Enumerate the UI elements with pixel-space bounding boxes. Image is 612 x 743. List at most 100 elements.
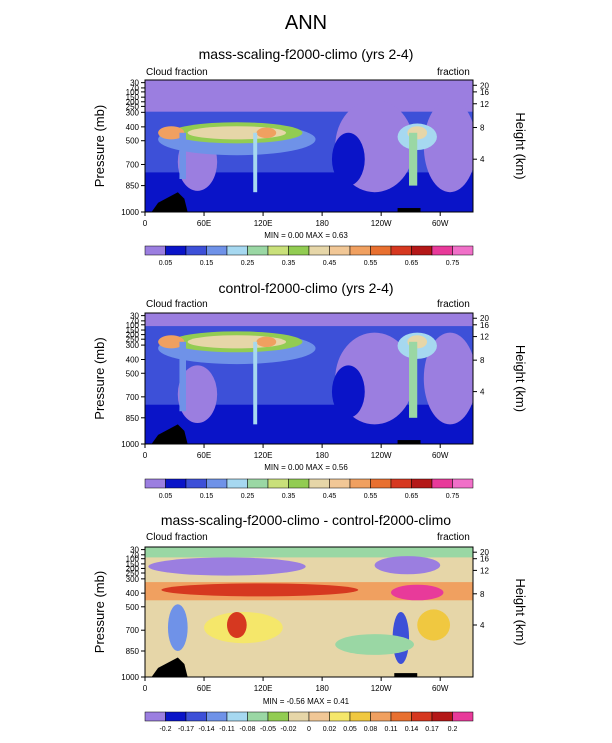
y-tick-label: 70 <box>130 317 139 326</box>
colorbar-swatch <box>247 711 269 722</box>
y-tick-label: 300 <box>126 108 140 117</box>
colorbar-swatch <box>308 711 330 722</box>
right-label: fraction <box>437 299 470 310</box>
y-tick-label: 700 <box>126 393 140 402</box>
contour-region <box>253 132 258 193</box>
contour-region <box>391 584 444 601</box>
y-tick-label: 850 <box>126 182 140 191</box>
y2-tick-label: 16 <box>480 555 489 564</box>
colorbar-swatch <box>370 711 392 722</box>
colorbar-label: 0.02 <box>323 726 337 733</box>
y-tick-label: 30 <box>130 79 139 88</box>
contour-region <box>179 341 186 412</box>
contour-region <box>145 80 473 112</box>
colorbar-label: 0.45 <box>323 493 337 500</box>
x-tick-label: 60E <box>197 451 211 460</box>
y2-tick-label: 8 <box>480 356 485 365</box>
y2-tick-label: 20 <box>480 314 489 323</box>
contour-region <box>148 557 306 576</box>
contour-region <box>179 132 186 179</box>
y2-tick-label: 4 <box>480 621 485 630</box>
colorbar-label: 0 <box>307 726 311 733</box>
y-tick-label: 200 <box>126 564 140 573</box>
y-tick-label: 250 <box>126 102 140 111</box>
x-tick-label: 0 <box>143 451 148 460</box>
contour-region <box>409 341 418 418</box>
colorbar-swatch <box>411 711 433 722</box>
y2-tick-label: 8 <box>480 124 485 133</box>
topography <box>151 424 188 444</box>
colorbar-label: 0.08 <box>364 726 378 733</box>
contour-field <box>145 313 473 444</box>
x-tick-label: 60W <box>432 451 449 460</box>
colorbar-label: 0.14 <box>405 726 419 733</box>
panel-title: mass-scaling-f2000-climo - control-f2000… <box>160 512 452 528</box>
colorbar-label: 0.11 <box>384 726 397 733</box>
colorbar-swatch <box>185 711 207 722</box>
y-axis-title: Pressure (mb) <box>92 105 107 187</box>
contour-region <box>374 556 441 575</box>
contour-region <box>409 132 418 186</box>
contour-region <box>256 336 277 348</box>
x-tick-label: 120E <box>254 684 273 693</box>
y-tick-label: 70 <box>130 551 139 560</box>
y2-tick-label: 12 <box>480 100 489 109</box>
topography <box>397 208 421 212</box>
colorbar-swatch <box>390 711 412 722</box>
x-tick-label: 60E <box>197 219 211 228</box>
colorbar-label: 0.25 <box>241 260 255 267</box>
y2-tick-label: 12 <box>480 333 489 342</box>
colorbar-swatch <box>165 711 187 722</box>
y2-axis-title: Height (km) <box>513 578 528 645</box>
y-tick-label: 200 <box>126 331 140 340</box>
contour-region <box>177 365 218 424</box>
colorbar-label: 0.65 <box>405 493 419 500</box>
contour-region <box>145 313 473 327</box>
y2-tick-label: 16 <box>480 321 489 330</box>
y2-tick-label: 4 <box>480 155 485 164</box>
y-tick-label: 150 <box>126 93 140 102</box>
colorbar-label: 0.35 <box>282 493 296 500</box>
panel-title: control-f2000-climo (yrs 2-4) <box>218 280 394 296</box>
y-tick-label: 150 <box>126 560 140 569</box>
y-tick-label: 30 <box>130 546 139 555</box>
topography <box>397 440 421 444</box>
contour-region <box>423 332 473 425</box>
y-tick-label: 250 <box>126 335 140 344</box>
y-tick-label: 850 <box>126 647 140 656</box>
left-label: Cloud fraction <box>146 532 208 543</box>
right-label: fraction <box>437 532 470 543</box>
colorbar-label: 0.55 <box>364 493 378 500</box>
colorbar-swatch <box>288 711 310 722</box>
x-tick-label: 0 <box>143 684 148 693</box>
x-tick-label: 60E <box>197 684 211 693</box>
colorbar-label: -0.2 <box>159 726 171 733</box>
y-tick-label: 1000 <box>121 673 139 682</box>
contour-field <box>145 80 473 212</box>
y-tick-label: 400 <box>126 123 140 132</box>
topography <box>394 673 418 677</box>
contour-region <box>161 583 359 597</box>
x-tick-label: 120W <box>371 219 392 228</box>
contour-region <box>253 341 258 425</box>
contour-region <box>158 126 185 140</box>
left-label: Cloud fraction <box>146 299 208 310</box>
y-tick-label: 100 <box>126 555 140 564</box>
contour-region <box>145 547 473 558</box>
x-tick-label: 60W <box>432 684 449 693</box>
colorbar-swatch <box>267 711 289 722</box>
y-tick-label: 100 <box>126 321 140 330</box>
colorbar-swatch <box>349 711 371 722</box>
topography <box>151 192 188 212</box>
contour-region <box>167 604 188 651</box>
colorbar-label: 0.05 <box>159 493 173 500</box>
y-tick-label: 300 <box>126 341 140 350</box>
y2-axis-title: Height (km) <box>513 345 528 412</box>
y-tick-label: 150 <box>126 326 140 335</box>
